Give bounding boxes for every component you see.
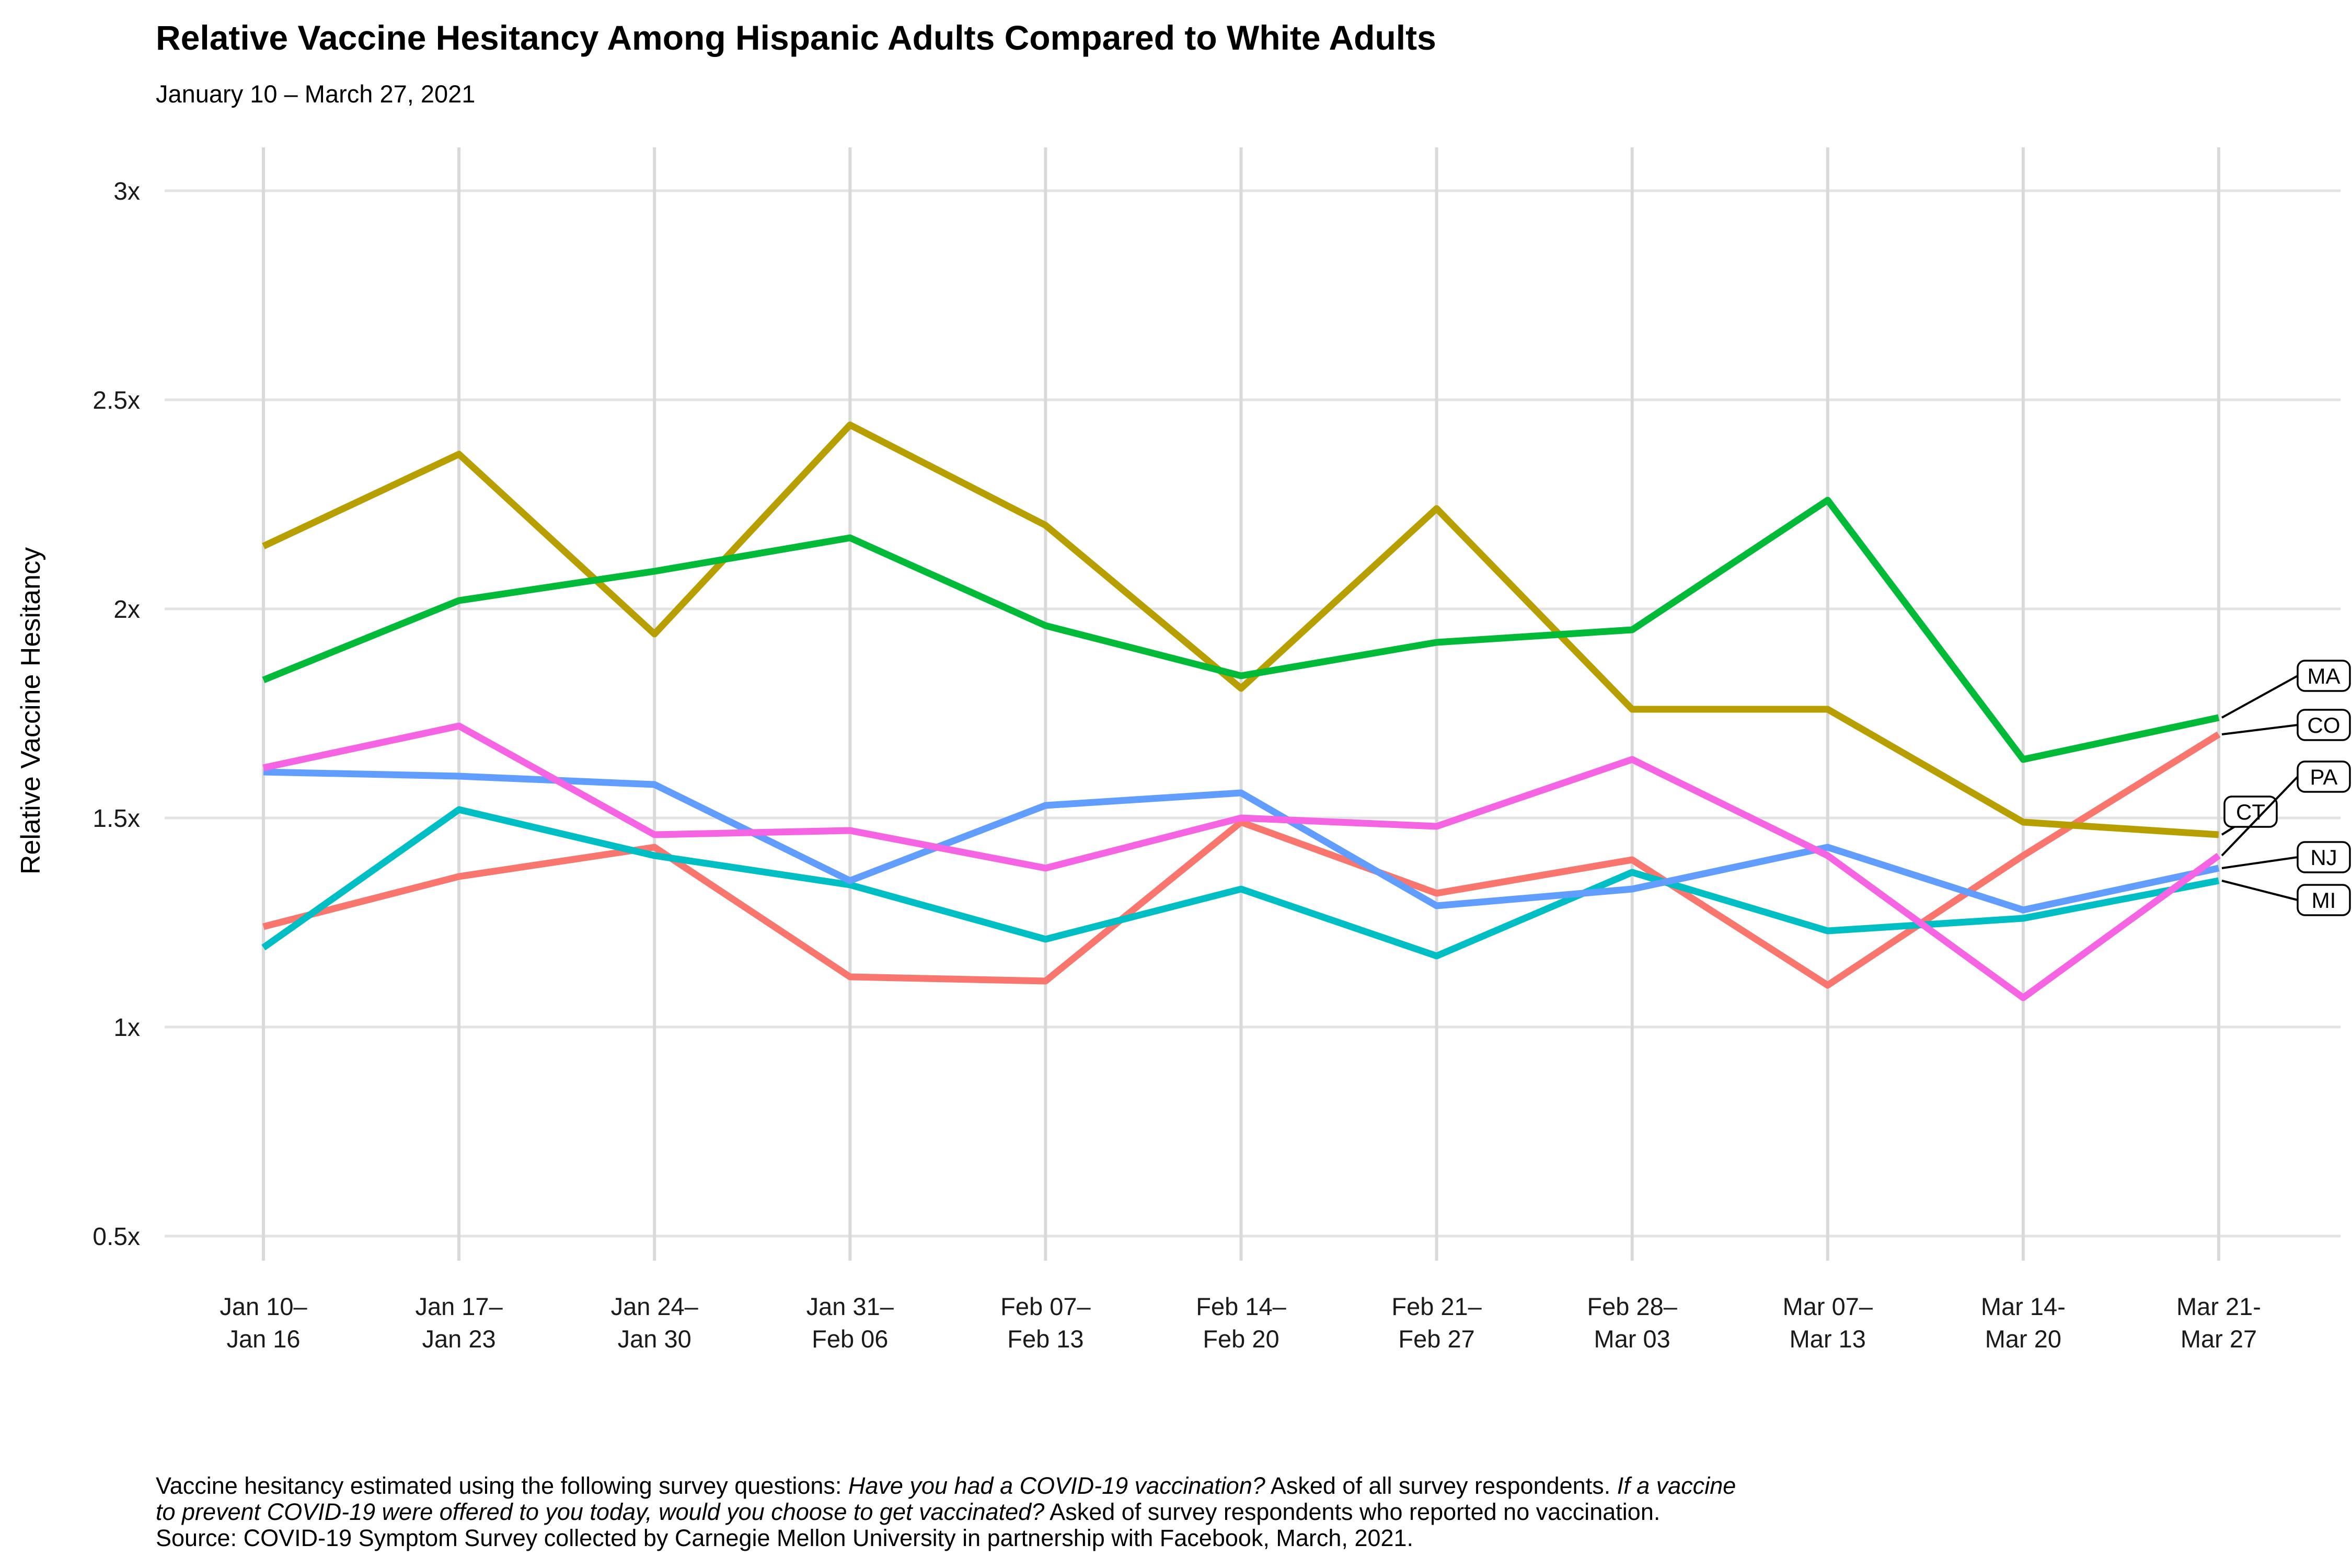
series-line-CT	[262, 421, 2219, 838]
chart-title: Relative Vaccine Hesitancy Among Hispani…	[156, 18, 1436, 57]
footnote-run: Vaccine hesitancy estimated using the fo…	[156, 1472, 848, 1499]
x-tick-label: Jan 31–	[806, 1293, 894, 1320]
series-line-CO	[262, 731, 2221, 989]
series-label-NJ: NJ	[2221, 841, 2351, 873]
label-connector	[2221, 776, 2299, 857]
footnote-italic-run: to prevent COVID-19 were offered to you …	[156, 1498, 1045, 1525]
series-direct-labels: CO CT MA MI NJ PA	[2221, 660, 2351, 916]
label-text: MI	[2312, 888, 2336, 913]
x-tick-label: Feb 13	[1007, 1325, 1083, 1353]
x-tick-label: Mar 27	[2181, 1325, 2257, 1353]
label-text: MA	[2308, 664, 2341, 688]
chart-subtitle: January 10 – March 27, 2021	[156, 80, 476, 108]
x-tick-label: Feb 27	[1398, 1325, 1474, 1353]
y-tick-label: 2x	[113, 596, 140, 624]
label-box	[2297, 709, 2351, 741]
footnote-line: Vaccine hesitancy estimated using the fo…	[156, 1473, 2273, 1499]
footnote-run: Asked of survey respondents who reported…	[1044, 1498, 1661, 1525]
label-box	[2297, 841, 2351, 873]
x-tick-label: Feb 07–	[1000, 1293, 1091, 1320]
footnote-italic-run: Have you had a COVID-19 vaccination?	[848, 1472, 1265, 1499]
x-tick-label: Jan 10–	[220, 1293, 307, 1320]
y-axis-title: Relative Vaccine Hesitancy	[16, 547, 46, 874]
x-tick-label: Feb 20	[1203, 1325, 1279, 1353]
label-connector	[2221, 724, 2298, 735]
series-label-MI: MI	[2221, 880, 2351, 916]
x-tick-label: Mar 21-	[2176, 1293, 2261, 1320]
series-lines	[261, 421, 2221, 1001]
label-text: PA	[2310, 765, 2338, 789]
label-connector	[2221, 675, 2298, 719]
y-tick-label: 2.5x	[93, 387, 140, 414]
y-tick-label: 1.5x	[93, 805, 140, 833]
axis-tick-labels: 0.5x 1x 1.5x 2x 2.5x 3x Jan 10– Jan 16 Jan 17– Ja…	[93, 178, 2261, 1353]
label-connector	[2221, 880, 2298, 901]
x-tick-label: Jan 16	[226, 1325, 300, 1353]
series-line-NJ	[263, 768, 2220, 914]
label-text: CO	[2308, 713, 2341, 737]
footnote-line: Source: COVID-19 Symptom Survey collecte…	[156, 1525, 2273, 1551]
y-tick-label: 0.5x	[93, 1223, 140, 1251]
series-line-MA	[262, 497, 2220, 763]
vertical-gridlines	[262, 147, 2220, 1261]
series-line-MI	[261, 806, 2220, 960]
x-tick-label: Feb 28–	[1587, 1293, 1677, 1320]
label-box	[2297, 660, 2351, 692]
x-tick-label: Jan 23	[422, 1325, 496, 1353]
label-box	[2297, 884, 2351, 916]
footnote-run: Asked of all survey respondents.	[1265, 1472, 1617, 1499]
x-tick-label: Jan 30	[618, 1325, 691, 1353]
y-tick-label: 3x	[113, 178, 140, 205]
footnote-line: to prevent COVID-19 were offered to you …	[156, 1499, 2273, 1525]
label-connector	[2221, 856, 2298, 869]
series-label-CO: CO	[2221, 709, 2351, 741]
footnote-italic-run: If a vaccine	[1617, 1472, 1736, 1499]
x-tick-label: Jan 17–	[415, 1293, 503, 1320]
series-line-PA	[262, 722, 2221, 1001]
x-tick-label: Feb 06	[812, 1325, 888, 1353]
x-tick-label: Mar 20	[1985, 1325, 2061, 1353]
series-label-MA: MA	[2221, 660, 2351, 719]
x-tick-label: Jan 24–	[611, 1293, 699, 1320]
horizontal-gridlines	[165, 189, 2341, 1238]
x-tick-label: Mar 14-	[1981, 1293, 2066, 1320]
footnote: Vaccine hesitancy estimated using the fo…	[156, 1473, 2273, 1551]
series-label-PA: PA	[2221, 760, 2351, 857]
label-box	[2297, 760, 2351, 793]
label-text: CT	[2236, 800, 2265, 824]
x-tick-label: Mar 13	[1790, 1325, 1866, 1353]
y-tick-label: 1x	[113, 1014, 140, 1042]
x-tick-label: Feb 21–	[1391, 1293, 1482, 1320]
footnote-run: Source: COVID-19 Symptom Survey collecte…	[156, 1525, 1414, 1551]
x-tick-label: Mar 07–	[1783, 1293, 1873, 1320]
x-tick-label: Mar 03	[1594, 1325, 1670, 1353]
label-text: NJ	[2310, 845, 2337, 870]
x-tick-label: Feb 14–	[1196, 1293, 1286, 1320]
series-label-CT: CT	[2221, 795, 2278, 836]
